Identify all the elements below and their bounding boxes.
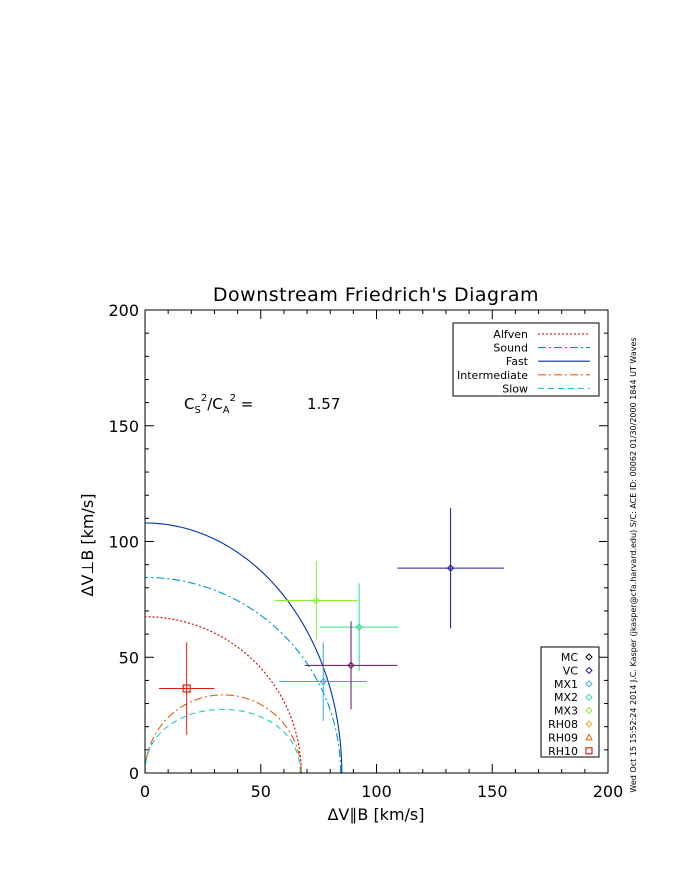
legend-point-marker-mx1 [585, 680, 593, 688]
x-tick-label: 100 [361, 782, 392, 801]
legend-point-label-rh08: RH08 [548, 718, 578, 731]
annot-value: 1.57 [307, 395, 340, 413]
chart-title: Downstream Friedrich's Diagram [213, 284, 539, 306]
plot-frame [144, 309, 609, 774]
legend-point-label-mx3: MX3 [554, 705, 578, 718]
y-tick-label: 0 [129, 764, 139, 783]
legend-point-label-mx2: MX2 [554, 691, 578, 704]
x-tick-label: 150 [477, 782, 508, 801]
legend-label-intermediate: Intermediate [457, 369, 528, 382]
x-tick-label: 0 [140, 782, 150, 801]
x-axis-label: ΔV∥B [km/s] [327, 805, 424, 824]
legend-label-slow: Slow [502, 382, 528, 395]
point-rh10 [158, 642, 215, 735]
legend-point-marker-rh10 [585, 747, 593, 755]
svg-text:CS2/CA2 =: CS2/CA2 = [184, 393, 253, 416]
point-marker [347, 661, 355, 670]
legend-point-marker-vc [585, 666, 593, 675]
annot-sub1: S [194, 405, 200, 416]
point-marker [312, 596, 321, 605]
point-marker [446, 564, 455, 572]
curve-slow [144, 708, 301, 774]
point-marker [182, 684, 191, 693]
point-marker [319, 677, 327, 686]
annot-equals: = [236, 395, 253, 413]
y-tick-label: 150 [108, 417, 139, 436]
curves [144, 522, 343, 774]
annot-sup1: 2 [201, 393, 207, 404]
point-mx2 [319, 583, 399, 672]
cs-ca-annotation: CS2/CA2 = 1.57 [184, 393, 340, 416]
legend-point-marker-rh09 [585, 733, 593, 741]
annot-sup2: 2 [230, 393, 236, 404]
curve-alfven [145, 616, 302, 773]
axes: 0 50 100 150 200 0 50 100 150 200 [108, 301, 623, 801]
legend-point-label-mc: MC [561, 651, 578, 664]
curve-sound [144, 576, 342, 774]
legend-point-label-mx1: MX1 [554, 678, 578, 691]
point-mx3 [274, 561, 358, 640]
curve-intermediate [144, 694, 302, 774]
legend-point-label-rh09: RH09 [548, 731, 578, 744]
y-tick-label: 200 [108, 301, 139, 320]
legend-label-sound: Sound [493, 342, 528, 355]
point-marker [355, 623, 363, 631]
legend-point-marker-mc [585, 653, 593, 661]
legend-point-marker-mx3 [585, 706, 593, 715]
y-axis-label: ΔV⊥B [km/s] [78, 494, 97, 597]
legend-point-marker-rh08 [585, 720, 593, 728]
point-mx0 [304, 621, 398, 710]
side-label: Wed Oct 15 15:52:24 2014 J.C. Kasper (jk… [629, 337, 638, 792]
point-mx1 [279, 642, 368, 721]
annot-sub2: A [223, 405, 230, 416]
point-vc [397, 507, 504, 629]
legend-point-label-vc: VC [563, 664, 579, 677]
x-tick-label: 50 [251, 782, 271, 801]
y-tick-label: 50 [119, 648, 139, 667]
annot-slash: /C [207, 395, 223, 413]
legend-label-alfven: Alfven [493, 328, 528, 341]
annot-prefix: C [184, 395, 194, 413]
legend-point-marker-mx2 [585, 693, 593, 701]
legend-curves-box [452, 322, 600, 397]
legend-point-label-rh10: RH10 [548, 745, 578, 758]
y-tick-label: 100 [108, 533, 139, 552]
legend-label-fast: Fast [506, 355, 529, 368]
curve-fast [144, 522, 343, 773]
data-points [158, 507, 504, 735]
x-tick-label: 200 [593, 782, 624, 801]
legend-points-box [540, 646, 600, 758]
